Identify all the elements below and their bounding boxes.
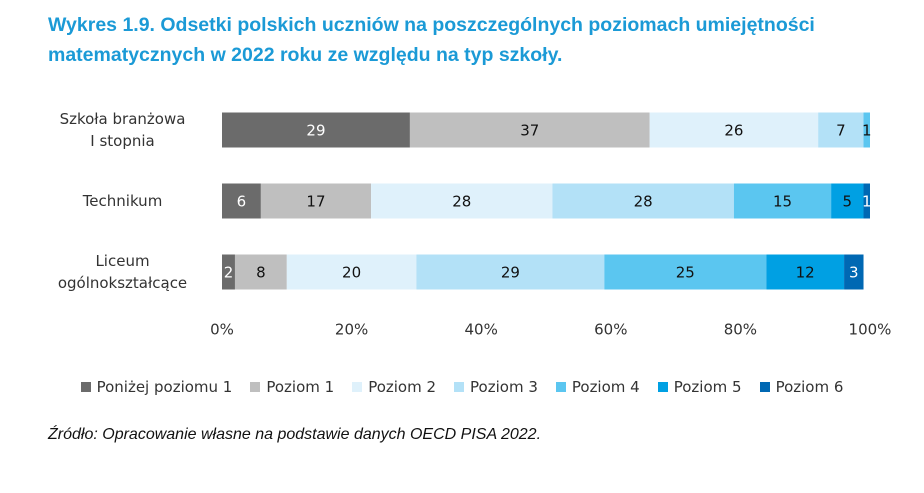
legend-swatch bbox=[759, 382, 770, 392]
legend-swatch bbox=[657, 382, 668, 392]
legend-swatch bbox=[555, 382, 566, 392]
value-label: 7 bbox=[836, 122, 846, 140]
legend-item: Poziom 4 bbox=[555, 378, 640, 396]
bar-segment bbox=[416, 254, 605, 290]
legend-swatch bbox=[80, 382, 91, 392]
value-label: 5 bbox=[843, 193, 853, 211]
legend-label: Poziom 1 bbox=[266, 378, 335, 396]
legend-label: Poziom 3 bbox=[470, 378, 538, 396]
legend-label: Poziom 2 bbox=[368, 378, 437, 396]
bar-segment bbox=[222, 183, 261, 219]
bar-segment bbox=[371, 183, 553, 219]
value-label: 17 bbox=[306, 193, 325, 211]
legend-label: Poziom 6 bbox=[775, 378, 844, 396]
x-tick-label: 0% bbox=[210, 321, 234, 339]
bar-segment bbox=[831, 183, 864, 219]
value-label: 29 bbox=[501, 264, 520, 282]
chart-title: Wykres 1.9. Odsetki polskich uczniów na … bbox=[48, 14, 815, 66]
legend-item: Poziom 5 bbox=[657, 378, 742, 396]
value-label: 1 bbox=[862, 122, 872, 140]
value-label: 37 bbox=[520, 122, 539, 140]
value-label: 29 bbox=[306, 122, 325, 140]
bar-segment bbox=[552, 183, 734, 219]
bar-segment bbox=[409, 112, 650, 148]
value-label: 1 bbox=[862, 193, 872, 211]
bar-segment bbox=[818, 112, 864, 148]
legend-item: Poziom 6 bbox=[759, 378, 844, 396]
legend-label: Poziom 5 bbox=[673, 378, 742, 396]
bar-segment bbox=[234, 254, 287, 290]
legend-swatch bbox=[352, 382, 363, 392]
value-label: 8 bbox=[256, 264, 266, 282]
bar-segment bbox=[733, 183, 832, 219]
value-label: 6 bbox=[237, 193, 247, 211]
value-label: 20 bbox=[342, 264, 361, 282]
x-tick-label: 20% bbox=[335, 321, 368, 339]
bar-segment bbox=[604, 254, 767, 290]
x-tick-label: 60% bbox=[594, 321, 627, 339]
category-label: Technikum bbox=[82, 192, 163, 210]
legend-item: Poziom 1 bbox=[250, 378, 334, 396]
bar-segment bbox=[844, 254, 864, 290]
legend-swatch bbox=[454, 382, 465, 392]
legend-label: Poziom 4 bbox=[571, 378, 640, 396]
bar-segment bbox=[649, 112, 819, 148]
legend-item: Poniżej poziomu 1 bbox=[80, 378, 233, 396]
value-label: 12 bbox=[796, 264, 815, 282]
value-label: 25 bbox=[676, 264, 695, 282]
legend-swatch bbox=[250, 382, 261, 392]
bar-segment bbox=[863, 112, 870, 148]
bar-segment bbox=[766, 254, 845, 290]
bar-segment bbox=[286, 254, 417, 290]
legend-item: Poziom 2 bbox=[352, 378, 436, 396]
x-tick-label: 100% bbox=[849, 321, 892, 339]
value-label: 28 bbox=[452, 193, 471, 211]
source-note: Źródło: Opracowanie własne na podstawie … bbox=[48, 426, 542, 443]
value-label: 28 bbox=[634, 193, 653, 211]
value-label: 3 bbox=[849, 264, 859, 282]
bar-segment bbox=[222, 254, 235, 290]
value-label: 26 bbox=[724, 122, 743, 140]
category-label: Szkoła branżowa I stopnia bbox=[59, 110, 186, 150]
value-label: 15 bbox=[773, 193, 792, 211]
category-label: Liceum ogólnokształcące bbox=[57, 252, 188, 292]
x-tick-label: 40% bbox=[465, 321, 498, 339]
legend-label: Poniżej poziomu 1 bbox=[96, 378, 233, 396]
bar-segment bbox=[222, 112, 410, 148]
value-label: 2 bbox=[224, 264, 234, 282]
x-tick-label: 80% bbox=[724, 321, 757, 339]
legend: Poniżej poziomu 1 Poziom 1 Poziom 2 Poziom … bbox=[0, 378, 924, 396]
legend-item: Poziom 3 bbox=[454, 378, 538, 396]
bar-segment bbox=[260, 183, 372, 219]
bar-segment bbox=[863, 183, 870, 219]
